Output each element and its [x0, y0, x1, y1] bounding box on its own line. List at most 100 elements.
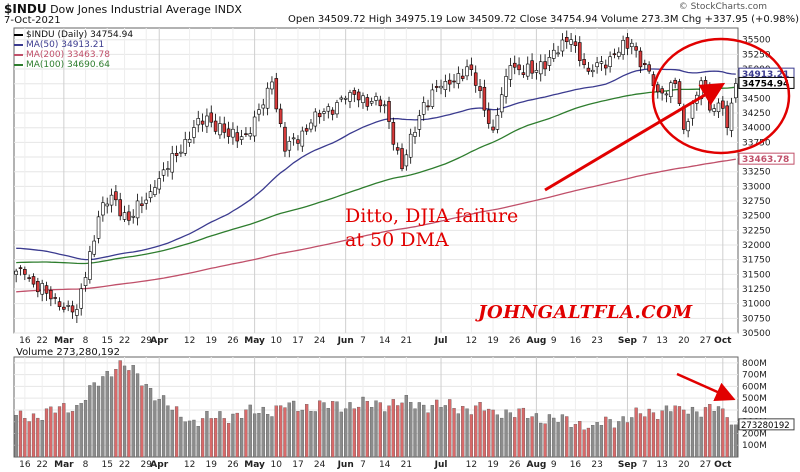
candle-body	[148, 191, 153, 199]
candle-body	[205, 115, 209, 127]
volume-bar	[530, 416, 534, 458]
volume-bar	[44, 408, 49, 458]
price-x-tick-label: 24	[314, 336, 326, 346]
volume-bar	[283, 407, 287, 458]
volume-x-tick-label: 10	[271, 460, 283, 470]
price-x-tick-label: 29	[141, 336, 153, 346]
legend-ma100-label: MA(100) 34690.64	[26, 60, 110, 70]
volume-bar	[383, 411, 387, 458]
volume-axis-tick-label: 200M	[742, 429, 767, 439]
volume-bar	[361, 396, 365, 458]
volume-bar	[422, 404, 426, 458]
volume-bar	[716, 406, 721, 458]
volume-bar	[487, 408, 491, 458]
price-x-tick-label: 10	[271, 336, 283, 346]
volume-bar	[586, 427, 591, 458]
candle-body	[57, 301, 62, 307]
volume-bar	[491, 409, 495, 458]
volume-bar	[222, 418, 226, 458]
candle-body	[270, 81, 274, 90]
volume-bar	[539, 422, 543, 458]
candle-body	[586, 67, 591, 72]
candle-body	[617, 51, 621, 57]
candle-body	[643, 63, 647, 66]
legend-ma200-label: MA(200) 33463.78	[26, 50, 110, 60]
legend-swatch	[14, 43, 23, 46]
candle-body	[573, 41, 578, 46]
ma200-line	[16, 158, 736, 293]
volume-bar	[318, 400, 322, 458]
candle-body	[187, 138, 192, 143]
volume-bar	[127, 370, 131, 458]
price-x-tick-label: 8	[83, 336, 89, 346]
volume-bar	[721, 408, 725, 458]
candle-body	[395, 147, 400, 151]
candle-body	[14, 270, 18, 275]
candle-body	[560, 39, 565, 52]
candle-body	[547, 57, 552, 66]
volume-bar	[552, 417, 556, 458]
candle-body	[382, 104, 387, 107]
volume-bar	[205, 411, 209, 458]
volume-bar	[508, 412, 513, 458]
volume-bar	[664, 405, 669, 458]
candle-body	[400, 148, 404, 170]
volume-bar	[690, 406, 695, 458]
candle-body	[525, 63, 530, 77]
volume-bar	[278, 405, 283, 458]
volume-x-tick-label: 7	[642, 460, 648, 470]
volume-bar	[534, 413, 539, 458]
price-x-tick-label: 16	[570, 336, 582, 346]
price-x-tick-label: Apr	[150, 336, 168, 346]
volume-bar	[248, 404, 252, 458]
candle-body	[512, 62, 517, 68]
candle-body	[634, 46, 638, 51]
volume-bar	[122, 365, 127, 458]
candle-body	[179, 151, 183, 154]
candle-body	[491, 126, 495, 131]
candle-body	[486, 109, 491, 124]
candle-body	[729, 102, 734, 131]
volume-bar	[40, 420, 44, 458]
candle-body	[551, 49, 556, 59]
candle-body	[447, 79, 452, 85]
volume-bar	[638, 413, 643, 458]
volume-axis-tick-label: 400M	[742, 406, 767, 416]
candle-body	[92, 240, 96, 255]
volume-bar	[612, 427, 617, 458]
price-axis-tick-label: 35250	[742, 50, 771, 60]
candle-body	[682, 106, 686, 130]
price-x-tick-label: 15	[101, 336, 112, 346]
volume-bar	[560, 414, 565, 458]
volume-x-tick-label: Sep	[618, 460, 638, 470]
candle-body	[40, 283, 44, 295]
annotation-text: Ditto, DJIA failure at 50 DMA	[345, 204, 518, 252]
annotation-circle	[651, 37, 791, 155]
volume-axis-tick-label: 600M	[742, 382, 767, 392]
volume-bar	[439, 407, 443, 458]
price-axis-tick-label: 34250	[742, 109, 771, 119]
candle-body	[88, 251, 92, 280]
volume-bar	[621, 416, 625, 458]
candle-body	[421, 102, 426, 115]
candle-body	[669, 82, 673, 97]
volume-bar	[595, 422, 599, 458]
candle-body	[300, 130, 305, 147]
price-axis-tick-label: 30500	[742, 329, 771, 339]
volume-bar	[673, 405, 677, 458]
volume-bar	[482, 410, 487, 458]
candle-body	[721, 100, 725, 109]
candle-body	[118, 199, 122, 217]
volume-bar	[174, 406, 179, 458]
volume-bar	[556, 422, 560, 458]
candle-body	[109, 194, 114, 206]
volume-bar	[235, 412, 239, 458]
volume-x-tick-label: 17	[292, 460, 303, 470]
candle-body	[564, 37, 569, 43]
candle-body	[127, 211, 131, 221]
candle-body	[569, 39, 573, 45]
price-axis-tick-label: 31000	[742, 300, 771, 310]
volume-bar	[18, 410, 23, 458]
volume-axis-tick-label: 100M	[742, 441, 767, 451]
candle-body	[79, 288, 83, 309]
